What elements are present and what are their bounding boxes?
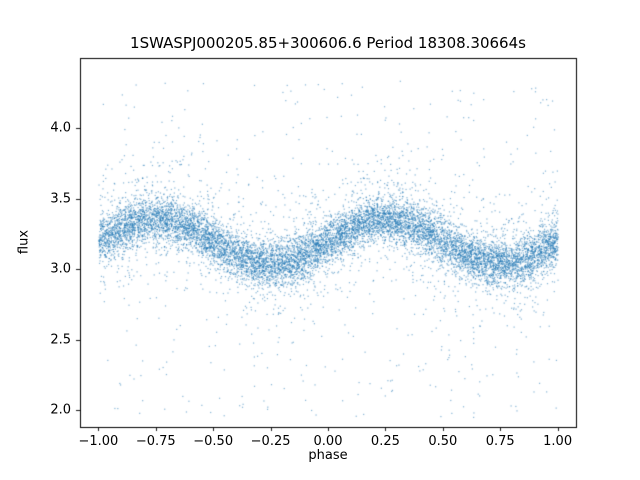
y-tick-label: 2.0 <box>50 402 71 418</box>
y-tick-label: 3.0 <box>50 261 71 277</box>
x-tick-label: 0.75 <box>485 434 515 449</box>
y-tick-label: 3.5 <box>50 191 71 207</box>
x-tick-label: 1.00 <box>543 434 573 449</box>
x-tick-label: −0.25 <box>250 434 291 449</box>
x-tick-label: 0.50 <box>428 434 458 449</box>
x-tick-label: −0.75 <box>135 434 176 449</box>
x-tick-label: −0.50 <box>193 434 234 449</box>
x-tick-label: 0.25 <box>370 434 400 449</box>
chart-title: 1SWASPJ000205.85+300606.6 Period 18308.3… <box>130 34 526 52</box>
y-tick-label: 4.0 <box>50 120 71 136</box>
x-axis-label: phase <box>308 448 348 463</box>
y-tick-label: 2.5 <box>50 332 71 348</box>
x-tick-label: 0.00 <box>313 434 343 449</box>
x-tick-label: −1.00 <box>78 434 119 449</box>
y-axis-label: flux <box>16 229 32 255</box>
